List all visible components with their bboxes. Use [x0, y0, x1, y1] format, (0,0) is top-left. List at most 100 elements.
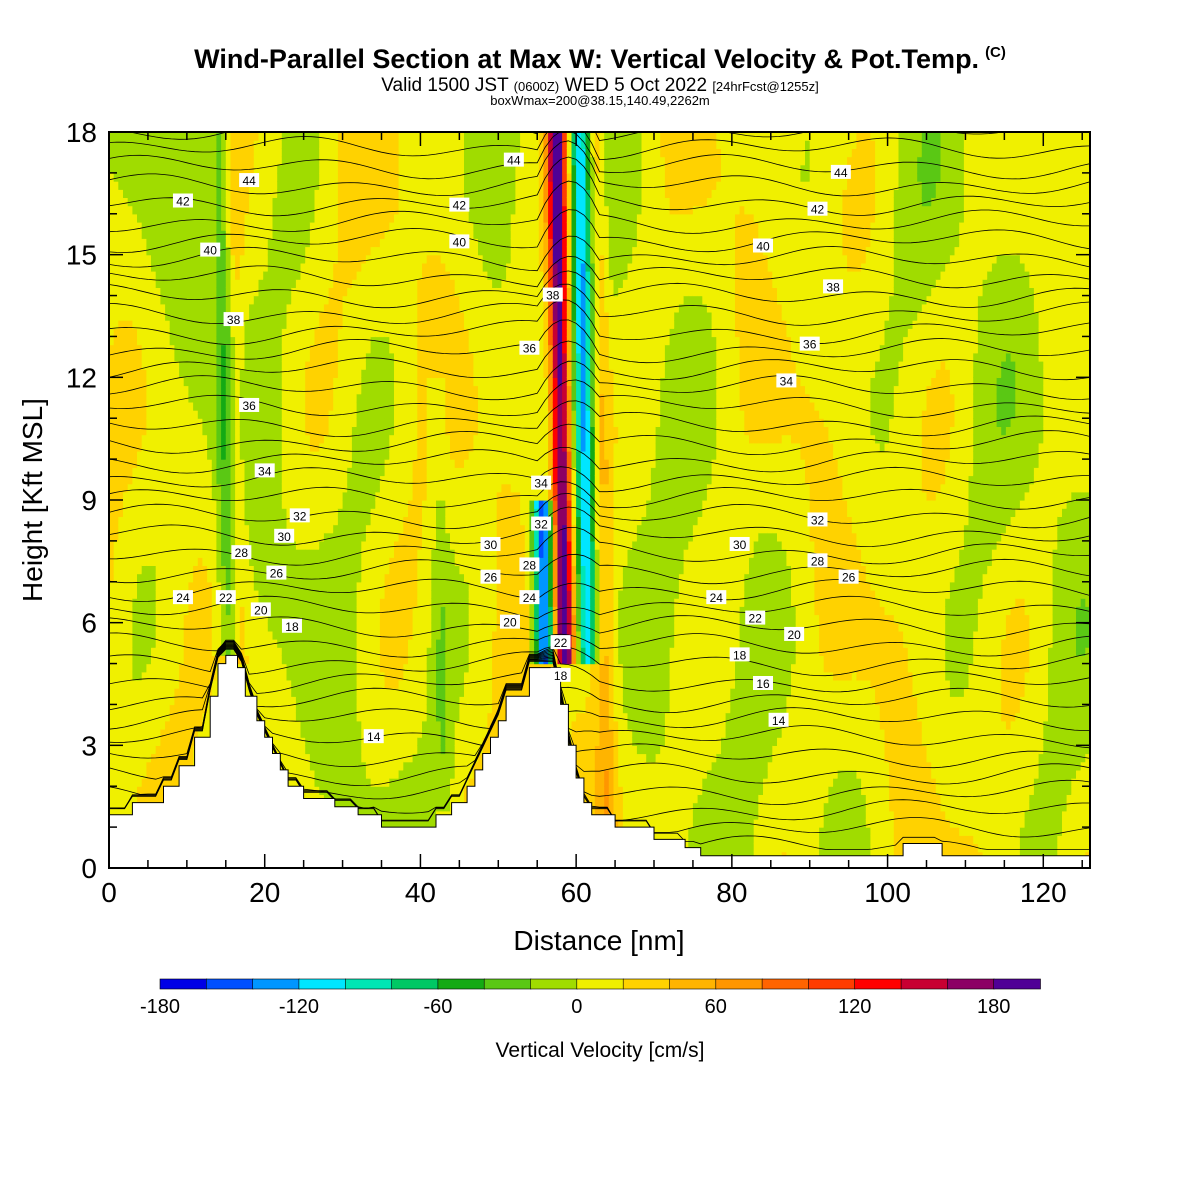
velocity-cell: [146, 647, 152, 656]
velocity-cell: [179, 246, 185, 256]
velocity-cell: [305, 679, 311, 689]
velocity-cell: [347, 655, 353, 665]
velocity-cell: [295, 540, 302, 550]
velocity-cell: [319, 197, 325, 207]
velocity-cell: [277, 614, 283, 624]
velocity-cell: [113, 696, 119, 706]
velocity-cell: [235, 385, 241, 395]
velocity-cell: [291, 393, 297, 403]
velocity-cell: [155, 361, 161, 370]
velocity-cell: [109, 450, 115, 460]
velocity-cell: [314, 393, 320, 403]
velocity-cell: [328, 213, 334, 223]
velocity-cell: [333, 720, 339, 730]
velocity-cell: [328, 148, 334, 158]
velocity-cell: [179, 442, 185, 452]
velocity-cell: [132, 377, 138, 387]
velocity-cell: [118, 148, 124, 158]
velocity-cell: [356, 639, 362, 648]
velocity-cell: [342, 442, 348, 452]
velocity-cell: [356, 753, 362, 763]
velocity-cell: [333, 164, 339, 174]
velocity-cell: [342, 172, 348, 182]
velocity-cell: [328, 663, 334, 673]
velocity-cell: [118, 262, 124, 272]
velocity-cell: [323, 655, 330, 665]
velocity-cell: [127, 549, 133, 558]
velocity-cell: [221, 491, 227, 501]
velocity-cell: [137, 647, 143, 656]
velocity-cell: [165, 369, 171, 378]
velocity-cell: [123, 181, 129, 190]
velocity-cell: [277, 197, 283, 207]
velocity-cell: [305, 230, 311, 239]
velocity-cell: [230, 614, 236, 624]
velocity-cell: [113, 786, 119, 795]
velocity-cell: [202, 647, 208, 656]
velocity-cell: [281, 132, 288, 141]
velocity-cell: [239, 614, 246, 624]
velocity-cell: [211, 679, 218, 689]
velocity-cell: [323, 197, 330, 207]
velocity-cell: [272, 508, 278, 517]
velocity-cell: [146, 132, 152, 141]
velocity-cell: [109, 132, 115, 141]
velocity-cell: [225, 197, 232, 207]
velocity-cell: [179, 532, 185, 542]
velocity-cell: [132, 164, 138, 174]
velocity-cell: [137, 450, 143, 460]
velocity-cell: [221, 630, 227, 640]
velocity-cell: [132, 287, 138, 297]
velocity-cell: [249, 132, 255, 141]
velocity-cell: [202, 369, 208, 378]
velocity-cell: [295, 442, 302, 452]
velocity-cell: [221, 475, 227, 485]
velocity-cell: [165, 344, 171, 354]
velocity-cell: [337, 778, 344, 787]
velocity-cell: [151, 287, 157, 297]
velocity-cell: [216, 172, 222, 182]
velocity-cell: [169, 156, 175, 166]
velocity-cell: [309, 303, 316, 313]
velocity-cell: [342, 181, 348, 190]
velocity-cell: [342, 500, 348, 509]
velocity-cell: [351, 434, 358, 444]
velocity-cell: [151, 516, 157, 526]
velocity-cell: [277, 393, 283, 403]
velocity-cell: [179, 213, 185, 223]
velocity-cell: [309, 508, 316, 517]
velocity-cell: [151, 508, 157, 517]
velocity-cell: [333, 540, 339, 550]
velocity-cell: [309, 778, 316, 787]
velocity-cell: [174, 745, 180, 755]
velocity-cell: [127, 377, 133, 387]
velocity-cell: [291, 262, 297, 272]
velocity-cell: [309, 197, 316, 207]
velocity-cell: [295, 704, 302, 714]
velocity-cell: [239, 328, 246, 338]
velocity-cell: [188, 475, 194, 485]
velocity-cell: [281, 410, 288, 419]
velocity-cell: [151, 442, 157, 452]
velocity-cell: [356, 794, 362, 804]
velocity-cell: [277, 450, 283, 460]
velocity-cell: [137, 778, 143, 787]
velocity-cell: [225, 352, 232, 362]
velocity-cell: [295, 369, 302, 378]
velocity-cell: [267, 622, 274, 632]
velocity-cell: [235, 491, 241, 501]
velocity-cell: [211, 590, 218, 599]
velocity-cell: [249, 639, 255, 648]
velocity-cell: [305, 303, 311, 313]
velocity-cell: [323, 410, 330, 419]
velocity-cell: [305, 344, 311, 354]
velocity-cell: [337, 426, 344, 436]
velocity-cell: [356, 614, 362, 624]
velocity-cell: [309, 369, 316, 378]
velocity-cell: [174, 688, 180, 697]
velocity-cell: [337, 336, 344, 346]
velocity-cell: [235, 500, 241, 509]
velocity-cell: [277, 647, 283, 656]
velocity-cell: [295, 663, 302, 673]
velocity-cell: [277, 557, 283, 566]
